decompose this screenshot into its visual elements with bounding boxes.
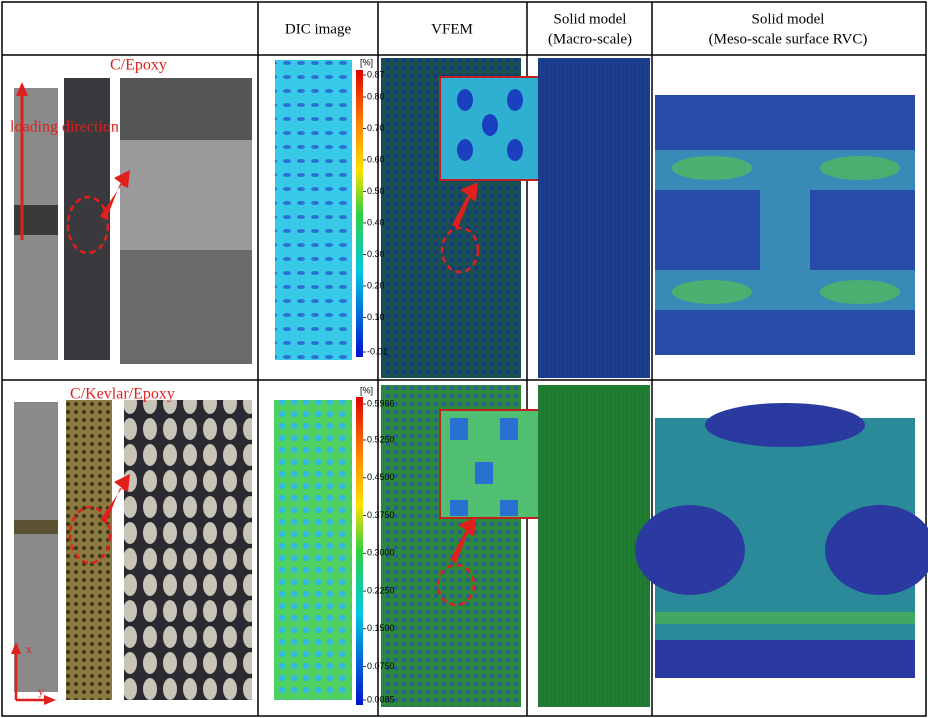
header: Solid model <box>554 11 627 27</box>
row-label: C/Epoxy <box>110 57 167 74</box>
dic-image <box>274 400 352 700</box>
macro-model <box>538 385 650 707</box>
colorbar <box>356 70 363 357</box>
header: DIC image <box>285 21 352 37</box>
colorbar-label: 0.60 <box>367 154 385 164</box>
header: (Macro-scale) <box>548 31 632 47</box>
macro-model <box>538 58 650 378</box>
colorbar-label: 0.1500 <box>367 623 395 633</box>
annotation: loading direction <box>10 119 119 136</box>
colorbar-unit: [%] <box>360 385 373 395</box>
colorbar-unit: [%] <box>360 57 373 67</box>
colorbar-label: 0.2250 <box>367 585 395 595</box>
colorbar-label: 0.30 <box>367 249 385 259</box>
colorbar-label: 0.20 <box>367 280 385 290</box>
row-label: C/Kevlar/Epoxy <box>70 386 175 403</box>
header: (Meso-scale surface RVC) <box>709 31 868 47</box>
colorbar-label: 0.0750 <box>367 661 395 671</box>
colorbar-label: 0.5966 <box>367 398 395 408</box>
colorbar-label: 0.70 <box>367 123 385 133</box>
colorbar-label: 0.5250 <box>367 434 395 444</box>
axis-label: x <box>26 642 32 656</box>
colorbar-label: 0.50 <box>367 186 385 196</box>
colorbar <box>356 397 363 705</box>
photos <box>11 400 252 705</box>
colorbar-label: 0.4500 <box>367 472 395 482</box>
colorbar-label: -0.01 <box>367 346 388 356</box>
axis-label: y <box>38 684 44 698</box>
colorbar-label: 0.80 <box>367 91 385 101</box>
header: Solid model <box>752 11 825 27</box>
colorbar-label: 0.87 <box>367 69 385 79</box>
dic-image <box>275 60 352 360</box>
colorbar-label: 0.40 <box>367 217 385 227</box>
colorbar-label: 0.3000 <box>367 548 395 558</box>
header: VFEM <box>431 21 473 37</box>
figure-table: DIC image VFEM Solid model (Macro-scale)… <box>0 0 928 718</box>
colorbar-label: 0.3750 <box>367 510 395 520</box>
colorbar-label: 0.10 <box>367 312 385 322</box>
colorbar-label: 0.0085 <box>367 694 395 704</box>
